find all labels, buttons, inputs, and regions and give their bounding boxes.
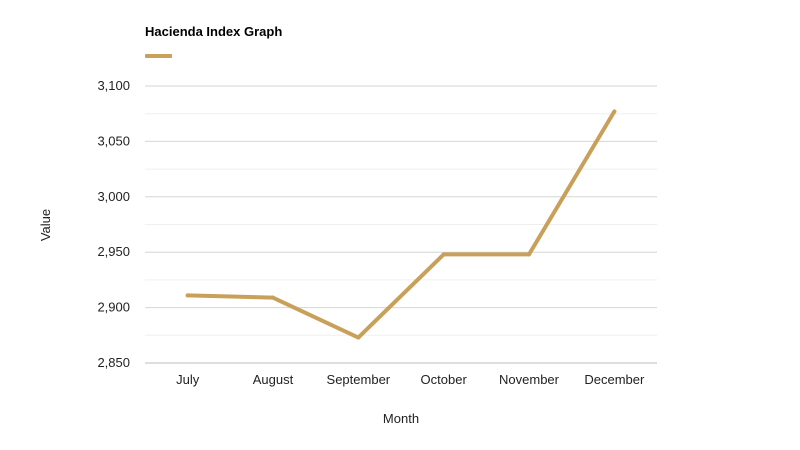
- y-tick-label: 3,050: [97, 133, 130, 148]
- x-tick-label: September: [327, 372, 391, 387]
- grid-lines: [145, 85, 657, 364]
- y-tick-label: 2,900: [97, 300, 130, 315]
- series-group: [185, 109, 617, 340]
- data-point: [612, 109, 617, 114]
- x-tick-label: December: [584, 372, 645, 387]
- data-point: [185, 293, 190, 298]
- y-tick-label: 2,850: [97, 355, 130, 370]
- x-tick-label: October: [421, 372, 468, 387]
- x-tick-label: August: [253, 372, 294, 387]
- data-point: [271, 295, 275, 300]
- x-tick-label: July: [176, 372, 200, 387]
- y-axis-title: Value: [38, 209, 53, 241]
- y-tick-label: 3,000: [97, 189, 130, 204]
- series-line: [185, 109, 617, 340]
- chart-title: Hacienda Index Graph: [145, 24, 283, 39]
- x-tick-label: November: [499, 372, 560, 387]
- legend-swatch: [145, 54, 172, 58]
- x-axis-title: Month: [383, 411, 419, 426]
- y-axis-ticks: 2,850 2,900 2,950 3,000 3,050 3,100: [97, 78, 130, 370]
- y-tick-label: 2,950: [97, 244, 130, 259]
- data-point: [441, 252, 446, 257]
- x-axis-ticks: July August September October November Decemb…: [176, 372, 645, 387]
- data-point: [356, 335, 361, 340]
- y-tick-label: 3,100: [97, 78, 130, 93]
- data-point: [527, 252, 531, 257]
